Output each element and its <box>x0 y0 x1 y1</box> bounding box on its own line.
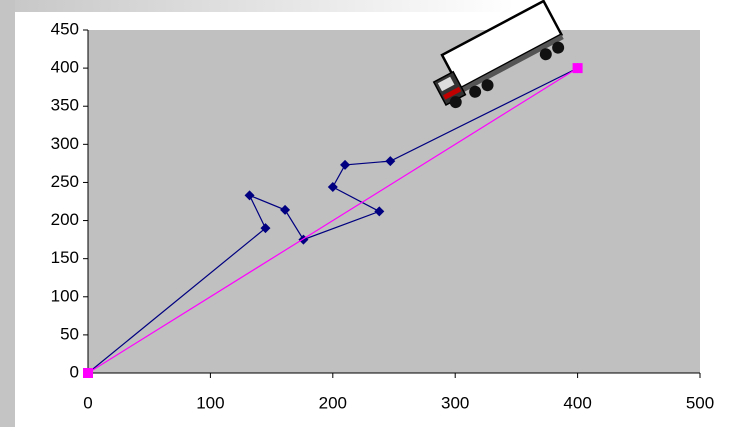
truck-illustration <box>0 0 731 427</box>
